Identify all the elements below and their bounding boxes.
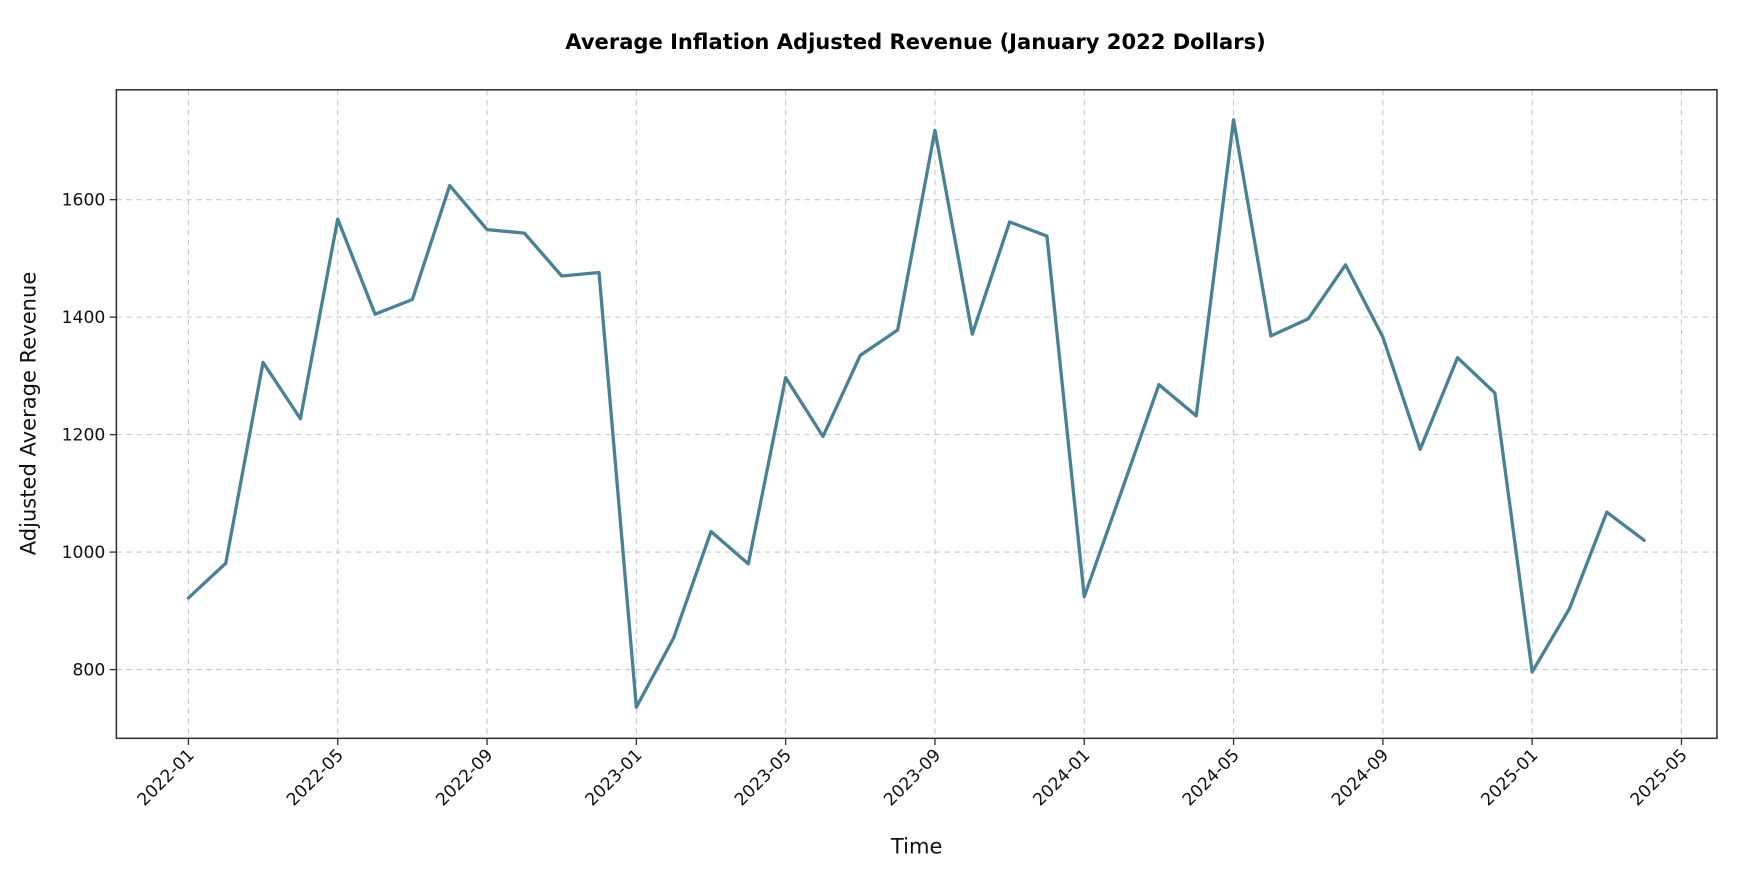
- data-point: [858, 353, 862, 357]
- data-point: [1231, 118, 1235, 122]
- series-line: [186, 118, 1646, 709]
- data-point: [410, 297, 414, 301]
- data-point: [1493, 391, 1497, 395]
- data-point: [709, 529, 713, 533]
- y-axis-ticks: 800 1000 1200 1400 1600: [62, 191, 117, 681]
- data-point: [1082, 595, 1086, 599]
- data-point: [821, 434, 825, 438]
- data-point: [970, 332, 974, 336]
- data-point: [1567, 606, 1571, 610]
- data-point: [485, 227, 489, 231]
- y-tick-label: 1000: [62, 543, 106, 563]
- y-tick-label: 1200: [62, 426, 106, 446]
- x-axis-label: Time: [890, 834, 943, 859]
- data-point: [1007, 220, 1011, 224]
- data-point: [1418, 447, 1422, 451]
- data-point: [671, 636, 675, 640]
- series-layer: [186, 118, 1646, 709]
- data-point: [1157, 382, 1161, 386]
- data-point: [336, 217, 340, 221]
- data-point: [634, 705, 638, 709]
- y-gridlines: [116, 199, 1717, 671]
- x-gridlines: [187, 89, 1683, 739]
- data-point: [522, 231, 526, 235]
- y-tick-label: 1400: [62, 308, 106, 328]
- data-point: [1642, 538, 1646, 542]
- data-point: [1381, 335, 1385, 339]
- data-point: [447, 183, 451, 187]
- data-point: [1045, 234, 1049, 238]
- y-tick-label: 800: [73, 661, 106, 681]
- data-point: [559, 274, 563, 278]
- data-point: [1605, 510, 1609, 514]
- data-point: [224, 561, 228, 565]
- y-tick-label: 1600: [62, 191, 106, 211]
- data-point: [1343, 263, 1347, 267]
- data-point: [895, 328, 899, 332]
- series-group: [186, 118, 1646, 709]
- data-point: [597, 270, 601, 274]
- plot-frame: [115, 89, 1718, 740]
- data-point: [373, 312, 377, 316]
- data-point: [1455, 355, 1459, 359]
- data-point: [298, 417, 302, 421]
- data-point: [1194, 414, 1198, 418]
- y-axis-label: Adjusted Average Revenue: [15, 272, 40, 556]
- data-point: [746, 562, 750, 566]
- data-point: [783, 375, 787, 379]
- data-point: [261, 360, 265, 364]
- data-point: [933, 128, 937, 132]
- data-point: [1306, 317, 1310, 321]
- data-point: [1530, 670, 1534, 674]
- chart-title: Average Inflation Adjusted Revenue (Janu…: [565, 29, 1265, 54]
- data-point: [1119, 489, 1123, 493]
- data-point: [1269, 334, 1273, 338]
- data-point: [186, 596, 190, 600]
